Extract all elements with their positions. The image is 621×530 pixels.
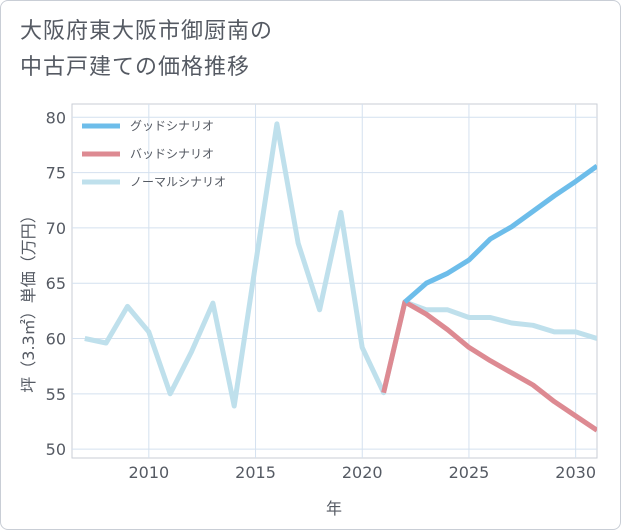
y-tick-label: 75 — [46, 164, 66, 183]
x-tick-label: 2025 — [449, 463, 490, 482]
series-lines — [84, 121, 597, 433]
legend-label: グッドシナリオ — [130, 119, 214, 133]
y-tick-label: 80 — [46, 108, 66, 127]
legend-label: ノーマルシナリオ — [130, 175, 226, 189]
y-tick-label: 60 — [46, 330, 66, 349]
series-line-1 — [381, 299, 597, 433]
y-axis-label: 坪（3.3㎡）単価（万円） — [19, 207, 38, 392]
chart-title-line-2: 中古戸建ての価格推移 — [20, 55, 251, 80]
y-tick-label: 50 — [46, 440, 66, 459]
x-tick-label: 2015 — [235, 463, 276, 482]
series-line-0 — [403, 163, 597, 304]
x-tick-label: 2030 — [555, 463, 596, 482]
x-axis-label: 年 — [326, 499, 342, 518]
y-tick-label: 55 — [46, 385, 66, 404]
axis-ticks: 2010 2015 2020 2025 2030 50 55 60 65 70 75 80 — [46, 108, 596, 482]
y-tick-label: 70 — [46, 219, 66, 238]
chart-title-line-1: 大阪府東大阪市御厨南の — [20, 19, 274, 44]
x-tick-label: 2020 — [342, 463, 383, 482]
y-tick-label: 65 — [46, 274, 66, 293]
chart-title: 大阪府東大阪市御厨南の 中古戸建ての価格推移 — [20, 14, 273, 86]
x-tick-label: 2010 — [128, 463, 169, 482]
legend-label: バッドシナリオ — [130, 147, 214, 161]
plot-area — [71, 103, 598, 459]
series-line-2 — [84, 121, 597, 409]
